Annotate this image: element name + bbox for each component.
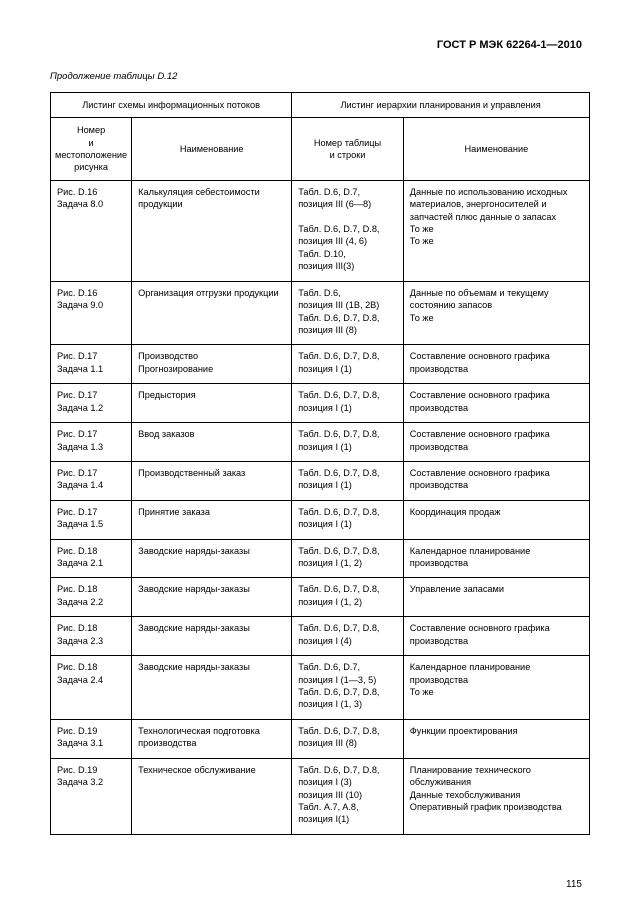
table-row: Рис. D.18Задача 2.2Заводские наряды-зака…: [51, 578, 590, 617]
table-row: Рис. D.17Задача 1.1ПроизводствоПрогнозир…: [51, 345, 590, 384]
table-cell: Организация отгрузки продукции: [132, 281, 292, 345]
table-cell: Функции проектирования: [403, 719, 589, 758]
table-cell: Табл. D.6, D.7, D.8,позиция I (1): [292, 384, 404, 423]
table-cell: Рис. D.19Задача 3.1: [51, 719, 132, 758]
table-cell: Составление основного графика производст…: [403, 345, 589, 384]
col-header-3: Номер таблицыи строки: [292, 118, 404, 181]
table-cell: ПроизводствоПрогнозирование: [132, 345, 292, 384]
table-cell: Управление запасами: [403, 578, 589, 617]
table-cell: Рис. D.17Задача 1.1: [51, 345, 132, 384]
column-header-row: Номери местоположениерисунка Наименовани…: [51, 118, 590, 181]
table-cell: Рис. D.19Задача 3.2: [51, 758, 132, 834]
table-cell: Калькуляция себестоимости продукции: [132, 180, 292, 281]
table-row: Рис. D.17Задача 1.2ПредысторияТабл. D.6,…: [51, 384, 590, 423]
table-cell: Рис. D.17Задача 1.2: [51, 384, 132, 423]
table-cell: Табл. D.6, D.7,позиция III (6—8)Табл. D.…: [292, 180, 404, 281]
table-cell: Рис. D.18Задача 2.4: [51, 656, 132, 720]
table-row: Рис. D.19Задача 3.2Техническое обслужива…: [51, 758, 590, 834]
table-cell: Составление основного графика производст…: [403, 423, 589, 462]
table-cell: Табл. D.6, D.7, D.8,позиция I (1): [292, 345, 404, 384]
table-cell: Рис. D.18Задача 2.1: [51, 539, 132, 578]
table-row: Рис. D.18Задача 2.3Заводские наряды-зака…: [51, 617, 590, 656]
table-cell: Табл. D.6, D.7, D.8,позиция I (1): [292, 423, 404, 462]
group-header-left: Листинг схемы информационных потоков: [51, 92, 292, 117]
table-cell: Рис. D.18Задача 2.2: [51, 578, 132, 617]
table-cell: Рис. D.18Задача 2.3: [51, 617, 132, 656]
group-header-row: Листинг схемы информационных потоков Лис…: [51, 92, 590, 117]
table-cell: Табл. D.6, D.7, D.8,позиция I (3)позиция…: [292, 758, 404, 834]
table-cell: Табл. D.6, D.7, D.8,позиция I (1): [292, 500, 404, 539]
table-cell: Ввод заказов: [132, 423, 292, 462]
table-caption: Продолжение таблицы D.12: [50, 71, 590, 84]
table-row: Рис. D.18Задача 2.4Заводские наряды-зака…: [51, 656, 590, 720]
table-cell: Табл. D.6,позиция III (1B, 2B)Табл. D.6,…: [292, 281, 404, 345]
table-cell: Табл. D.6, D.7, D.8,позиция I (1, 2): [292, 539, 404, 578]
table-cell: Данные по использованию исходных материа…: [403, 180, 589, 281]
table-cell: Заводские наряды-заказы: [132, 656, 292, 720]
table-cell: Принятие заказа: [132, 500, 292, 539]
col-header-4: Наименование: [403, 118, 589, 181]
table-cell: Заводские наряды-заказы: [132, 539, 292, 578]
group-header-right: Листинг иерархии планирования и управлен…: [292, 92, 590, 117]
table-cell: Рис. D.17Задача 1.3: [51, 423, 132, 462]
table-row: Рис. D.16Задача 9.0Организация отгрузки …: [51, 281, 590, 345]
table-row: Рис. D.17Задача 1.3Ввод заказовТабл. D.6…: [51, 423, 590, 462]
table-cell: Техническое обслуживание: [132, 758, 292, 834]
table-cell: Производственный заказ: [132, 461, 292, 500]
table-row: Рис. D.17Задача 1.5Принятие заказаТабл. …: [51, 500, 590, 539]
table-cell: Координация продаж: [403, 500, 589, 539]
table-cell: Календарное планирование производстваТо …: [403, 656, 589, 720]
table-cell: Предыстория: [132, 384, 292, 423]
table-cell: Рис. D.16Задача 8.0: [51, 180, 132, 281]
col-header-1: Номери местоположениерисунка: [51, 118, 132, 181]
col-header-2: Наименование: [132, 118, 292, 181]
table-cell: Данные по объемам и текущему состоянию з…: [403, 281, 589, 345]
table-cell: Табл. D.6, D.7, D.8,позиция I (1): [292, 461, 404, 500]
table-row: Рис. D.19Задача 3.1Технологическая подго…: [51, 719, 590, 758]
table-cell: Табл. D.6, D.7,позиция I (1—3, 5)Табл. D…: [292, 656, 404, 720]
table-row: Рис. D.17Задача 1.4Производственный зака…: [51, 461, 590, 500]
table-cell: Рис. D.17Задача 1.5: [51, 500, 132, 539]
table-cell: Рис. D.16Задача 9.0: [51, 281, 132, 345]
table-cell: Технологическая подготовка производства: [132, 719, 292, 758]
table-cell: Рис. D.17Задача 1.4: [51, 461, 132, 500]
page-number: 115: [566, 878, 582, 892]
document-id: ГОСТ Р МЭК 62264-1—2010: [50, 38, 590, 53]
data-table: Листинг схемы информационных потоков Лис…: [50, 92, 590, 835]
table-cell: Составление основного графика производст…: [403, 617, 589, 656]
table-cell: Табл. D.6, D.7, D.8,позиция I (1, 2): [292, 578, 404, 617]
table-cell: Составление основного графика производст…: [403, 384, 589, 423]
table-cell: Составление основного графика производст…: [403, 461, 589, 500]
table-body: Рис. D.16Задача 8.0Калькуляция себестоим…: [51, 180, 590, 834]
table-cell: Заводские наряды-заказы: [132, 578, 292, 617]
table-cell: Календарное планирование производства: [403, 539, 589, 578]
document-page: ГОСТ Р МЭК 62264-1—2010 Продолжение табл…: [0, 0, 630, 913]
table-row: Рис. D.18Задача 2.1Заводские наряды-зака…: [51, 539, 590, 578]
table-cell: Планирование технического обслуживанияДа…: [403, 758, 589, 834]
table-cell: Табл. D.6, D.7, D.8,позиция III (8): [292, 719, 404, 758]
table-cell: Табл. D.6, D.7, D.8,позиция I (4): [292, 617, 404, 656]
table-row: Рис. D.16Задача 8.0Калькуляция себестоим…: [51, 180, 590, 281]
table-cell: Заводские наряды-заказы: [132, 617, 292, 656]
